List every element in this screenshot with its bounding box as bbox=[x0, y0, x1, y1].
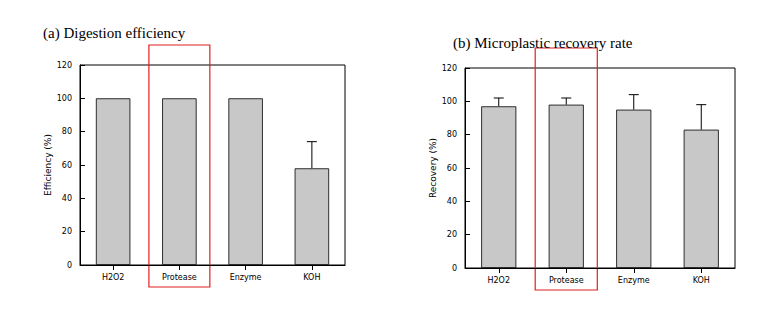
svg-text:0: 0 bbox=[452, 264, 457, 273]
svg-text:120: 120 bbox=[442, 64, 457, 73]
svg-text:40: 40 bbox=[62, 194, 72, 203]
svg-text:40: 40 bbox=[447, 197, 457, 206]
svg-text:Protease: Protease bbox=[549, 276, 584, 285]
svg-text:Enzyme: Enzyme bbox=[230, 273, 262, 282]
svg-text:60: 60 bbox=[447, 164, 457, 173]
svg-text:KOH: KOH bbox=[693, 276, 710, 285]
svg-text:80: 80 bbox=[447, 130, 457, 139]
svg-text:KOH: KOH bbox=[303, 273, 320, 282]
svg-text:Enzyme: Enzyme bbox=[618, 276, 650, 285]
svg-text:(a) Digestion efficiency: (a) Digestion efficiency bbox=[43, 25, 186, 42]
svg-text:0: 0 bbox=[67, 261, 72, 270]
svg-text:Recovery (%): Recovery (%) bbox=[428, 138, 438, 198]
svg-text:60: 60 bbox=[62, 161, 72, 170]
svg-text:H2O2: H2O2 bbox=[102, 273, 125, 282]
svg-text:100: 100 bbox=[442, 97, 457, 106]
svg-text:20: 20 bbox=[62, 227, 72, 236]
svg-text:100: 100 bbox=[57, 94, 72, 103]
svg-text:H2O2: H2O2 bbox=[488, 276, 511, 285]
svg-text:(b) Microplastic recovery rate: (b) Microplastic recovery rate bbox=[453, 35, 633, 52]
svg-text:Efficiency (%): Efficiency (%) bbox=[43, 134, 53, 196]
svg-text:80: 80 bbox=[62, 127, 72, 136]
svg-text:20: 20 bbox=[447, 230, 457, 239]
svg-text:120: 120 bbox=[57, 61, 72, 70]
svg-text:Protease: Protease bbox=[162, 273, 197, 282]
